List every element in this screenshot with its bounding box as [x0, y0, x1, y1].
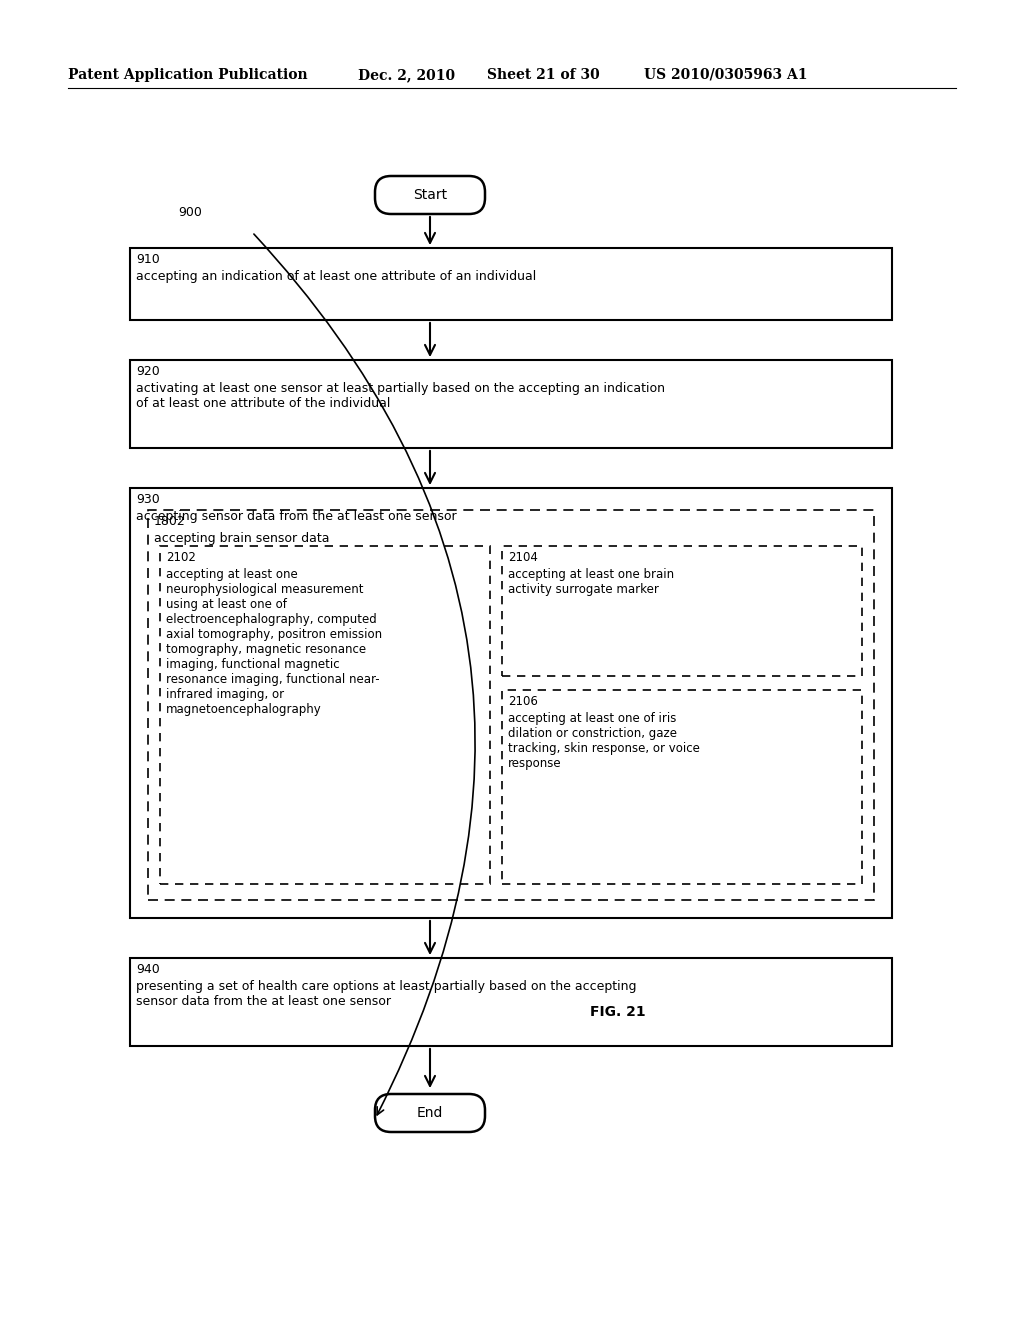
Text: Dec. 2, 2010: Dec. 2, 2010	[358, 69, 455, 82]
Text: accepting sensor data from the at least one sensor: accepting sensor data from the at least …	[136, 510, 457, 523]
FancyBboxPatch shape	[375, 1094, 485, 1133]
Text: 920: 920	[136, 366, 160, 378]
Text: accepting at least one of iris
dilation or constriction, gaze
tracking, skin res: accepting at least one of iris dilation …	[508, 711, 699, 770]
Text: 1802: 1802	[154, 515, 185, 528]
Text: US 2010/0305963 A1: US 2010/0305963 A1	[644, 69, 808, 82]
Text: presenting a set of health care options at least partially based on the acceptin: presenting a set of health care options …	[136, 979, 637, 1008]
Text: accepting an indication of at least one attribute of an individual: accepting an indication of at least one …	[136, 271, 537, 282]
Bar	[160, 546, 490, 884]
Bar	[130, 360, 892, 447]
Text: 940: 940	[136, 964, 160, 975]
Text: 930: 930	[136, 492, 160, 506]
Text: Start: Start	[413, 187, 447, 202]
Text: activating at least one sensor at least partially based on the accepting an indi: activating at least one sensor at least …	[136, 381, 665, 411]
Text: Patent Application Publication: Patent Application Publication	[68, 69, 307, 82]
Text: 2104: 2104	[508, 550, 538, 564]
Text: 2102: 2102	[166, 550, 196, 564]
Bar	[130, 248, 892, 319]
Bar	[130, 488, 892, 917]
Text: accepting brain sensor data: accepting brain sensor data	[154, 532, 330, 545]
Text: 2106: 2106	[508, 696, 538, 708]
Bar	[148, 510, 874, 900]
Text: FIG. 21: FIG. 21	[590, 1005, 645, 1019]
Text: Sheet 21 of 30: Sheet 21 of 30	[487, 69, 600, 82]
Text: accepting at least one brain
activity surrogate marker: accepting at least one brain activity su…	[508, 568, 674, 597]
Text: 900: 900	[178, 206, 202, 219]
FancyBboxPatch shape	[375, 176, 485, 214]
Bar	[502, 690, 862, 884]
Text: 910: 910	[136, 253, 160, 267]
Bar	[502, 546, 862, 676]
Text: accepting at least one
neurophysiological measurement
using at least one of
elec: accepting at least one neurophysiologica…	[166, 568, 382, 715]
Text: End: End	[417, 1106, 443, 1119]
Bar	[130, 958, 892, 1045]
